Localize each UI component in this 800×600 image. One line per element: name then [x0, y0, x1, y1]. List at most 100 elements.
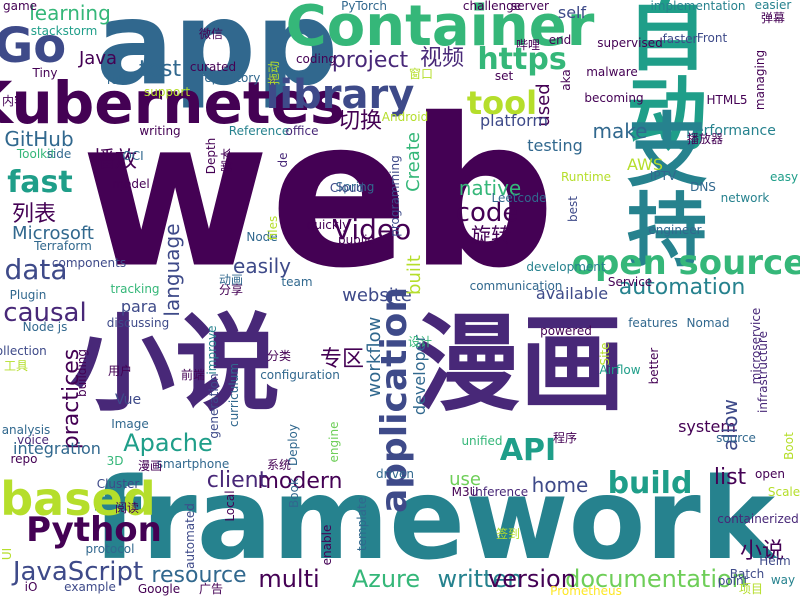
cloud-word: based: [0, 472, 156, 526]
cloud-word: Container: [285, 0, 595, 59]
cloud-word: version: [488, 565, 576, 593]
cloud-word: best: [566, 196, 580, 222]
cloud-word: 播放: [92, 148, 138, 173]
cloud-word: modern: [257, 469, 343, 494]
cloud-word: 视频: [419, 46, 465, 71]
cloud-word: build: [607, 466, 693, 501]
cloud-word: project: [331, 48, 409, 73]
cloud-word: implementation: [650, 0, 746, 13]
cloud-word: app: [95, 0, 339, 112]
cloud-word: 播放器: [686, 132, 724, 146]
cloud-word: 窗口: [408, 67, 434, 81]
cloud-word: building: [75, 348, 89, 398]
cloud-word: managing: [753, 49, 767, 111]
cloud-word: features: [628, 316, 678, 330]
cloud-word: Local: [223, 490, 237, 522]
cloud-word: repository: [199, 71, 261, 85]
cloud-word: 工具: [3, 359, 29, 373]
cloud-word: automation: [618, 275, 746, 300]
cloud-word: 哔哩: [515, 38, 541, 52]
cloud-word: UI: [0, 547, 14, 561]
cloud-word: resource: [151, 563, 247, 588]
cloud-word: template: [355, 496, 369, 552]
cloud-word: tracking: [110, 282, 160, 296]
cloud-word: side: [46, 147, 72, 161]
cloud-word: 阅读: [114, 501, 140, 515]
cloud-word: infrastructure: [756, 331, 770, 413]
cloud-word: challenge: [462, 0, 522, 13]
cloud-word: Service: [607, 275, 653, 289]
cloud-word: supervised: [597, 36, 663, 50]
cloud-word: end: [548, 33, 572, 47]
cloud-word: 自动: [614, 0, 707, 152]
cloud-word: use: [449, 469, 481, 490]
cloud-word: open: [755, 467, 785, 481]
cloud-word: Airflow: [599, 363, 641, 377]
cloud-word: home: [531, 473, 589, 497]
cloud-word: written: [437, 565, 523, 593]
cloud-word: Leetcode: [491, 191, 547, 205]
cloud-word: web: [80, 75, 556, 314]
cloud-word: Front: [696, 31, 728, 45]
cloud-word: analysis: [1, 423, 51, 437]
cloud-word: framework: [92, 455, 776, 585]
cloud-word: Go: [0, 18, 67, 74]
cloud-word: self: [557, 3, 587, 22]
cloud-word: AWS: [626, 155, 664, 174]
cloud-word: collection: [0, 344, 47, 358]
cloud-word: Scale: [767, 485, 800, 499]
cloud-word: https: [477, 42, 567, 77]
cloud-word: de: [276, 152, 290, 168]
cloud-word: 列表: [11, 202, 57, 227]
cloud-word: API: [499, 433, 557, 468]
cloud-word: smartphone: [156, 457, 230, 471]
cloud-word: development: [526, 260, 606, 274]
cloud-word: native: [458, 176, 522, 200]
cloud-word: 动画: [218, 273, 244, 287]
cloud-word: DNS: [690, 180, 716, 194]
cloud-word: Video: [332, 213, 412, 246]
cloud-word: Vue: [114, 392, 142, 408]
cloud-word: faster: [662, 32, 698, 46]
cloud-word: malware: [586, 65, 638, 79]
cloud-word: model: [112, 177, 150, 191]
cloud-word: Nomad: [686, 316, 730, 330]
cloud-word: Google: [137, 582, 181, 596]
cloud-word: 广告: [198, 582, 224, 596]
cloud-word: Runtime: [560, 170, 612, 184]
cloud-word: Site: [598, 342, 612, 366]
cloud-word: set: [494, 69, 514, 83]
cloud-word: documentation: [565, 565, 747, 593]
cloud-word: Batch: [729, 567, 765, 581]
cloud-word: easier: [754, 0, 792, 12]
cloud-word: team: [281, 275, 313, 289]
cloud-word: 旋转: [471, 223, 511, 247]
cloud-word: 项目: [738, 582, 764, 596]
cloud-word: 脚本: [220, 147, 234, 173]
cloud-word: 前端: [180, 368, 206, 382]
cloud-word: automated: [183, 503, 197, 569]
cloud-word: office: [285, 124, 319, 138]
cloud-word: voice: [17, 433, 49, 447]
cloud-word: iO: [24, 580, 38, 594]
cloud-word: built: [404, 255, 425, 295]
cloud-word: Tiny: [32, 66, 58, 80]
cloud-word: quickly: [306, 218, 350, 232]
cloud-word: files: [266, 215, 280, 241]
cloud-word: Azure: [351, 565, 421, 593]
cloud-word: IPTV: [649, 169, 677, 183]
cloud-word: enable: [320, 524, 334, 566]
cloud-word: 专区: [319, 347, 365, 372]
cloud-word: generation: [207, 373, 221, 439]
cloud-word: Terraform: [34, 239, 92, 253]
cloud-word: open source: [571, 243, 800, 283]
cloud-word: discussing: [106, 316, 170, 330]
cloud-word: available: [535, 284, 609, 303]
cloud-word: containerized: [717, 512, 799, 526]
cloud-word: client: [206, 468, 268, 493]
cloud-word: Book: [287, 478, 301, 508]
cloud-word: Create: [403, 132, 424, 192]
cloud-word: becoming: [584, 91, 644, 105]
cloud-word: communication: [469, 279, 563, 293]
cloud-word: list: [713, 465, 747, 490]
